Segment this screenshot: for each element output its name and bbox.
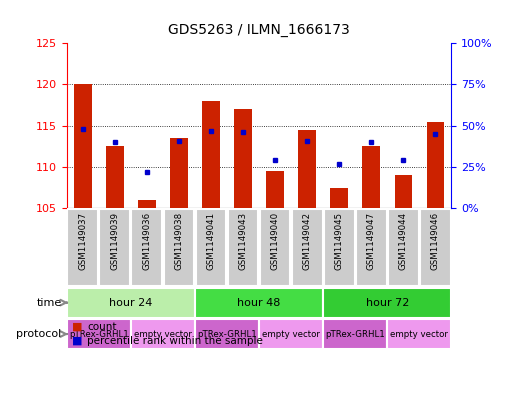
Bar [74,84,91,208]
FancyBboxPatch shape [323,319,387,349]
Bar [394,175,412,208]
FancyBboxPatch shape [356,209,387,286]
Text: GSM1149047: GSM1149047 [367,212,376,270]
Text: GSM1149037: GSM1149037 [78,212,87,270]
Bar [138,200,155,208]
FancyBboxPatch shape [131,209,162,286]
Text: GSM1149036: GSM1149036 [142,212,151,270]
FancyBboxPatch shape [67,209,98,286]
FancyBboxPatch shape [387,319,451,349]
FancyBboxPatch shape [67,319,131,349]
Bar [363,146,380,208]
Bar [299,130,316,208]
Text: pTRex-GRHL1: pTRex-GRHL1 [325,330,385,338]
FancyBboxPatch shape [420,209,451,286]
FancyBboxPatch shape [292,209,323,286]
Bar [427,121,444,208]
Text: GSM1149045: GSM1149045 [334,212,344,270]
FancyBboxPatch shape [195,288,323,318]
Text: hour 24: hour 24 [109,298,152,308]
FancyBboxPatch shape [100,209,130,286]
Text: pTRex-GRHL1: pTRex-GRHL1 [69,330,129,338]
Text: pTRex-GRHL1: pTRex-GRHL1 [197,330,257,338]
Text: GSM1149043: GSM1149043 [239,212,248,270]
Text: empty vector: empty vector [262,330,320,338]
Bar [170,138,188,208]
Text: percentile rank within the sample: percentile rank within the sample [87,336,263,346]
Bar [330,187,348,208]
Text: GSM1149041: GSM1149041 [206,212,215,270]
FancyBboxPatch shape [228,209,259,286]
FancyBboxPatch shape [131,319,195,349]
FancyBboxPatch shape [195,209,226,286]
FancyBboxPatch shape [195,319,259,349]
Text: GSM1149040: GSM1149040 [270,212,280,270]
Text: ■: ■ [72,322,82,332]
Text: GSM1149044: GSM1149044 [399,212,408,270]
Bar [266,171,284,208]
Text: empty vector: empty vector [390,330,448,338]
FancyBboxPatch shape [260,209,290,286]
FancyBboxPatch shape [388,209,419,286]
Text: GSM1149042: GSM1149042 [303,212,312,270]
Text: hour 72: hour 72 [366,298,409,308]
Text: ■: ■ [72,336,82,346]
Text: protocol: protocol [16,329,62,339]
FancyBboxPatch shape [67,288,195,318]
Text: GSM1149039: GSM1149039 [110,212,120,270]
Text: time: time [36,298,62,308]
Bar [234,109,252,208]
FancyBboxPatch shape [324,209,354,286]
Text: GSM1149038: GSM1149038 [174,212,184,270]
Text: count: count [87,322,117,332]
FancyBboxPatch shape [323,288,451,318]
FancyBboxPatch shape [259,319,323,349]
Text: GSM1149046: GSM1149046 [431,212,440,270]
Text: empty vector: empty vector [134,330,192,338]
FancyBboxPatch shape [164,209,194,286]
Bar [106,146,124,208]
Text: GDS5263 / ILMN_1666173: GDS5263 / ILMN_1666173 [168,23,350,37]
Bar [202,101,220,208]
Text: hour 48: hour 48 [238,298,281,308]
